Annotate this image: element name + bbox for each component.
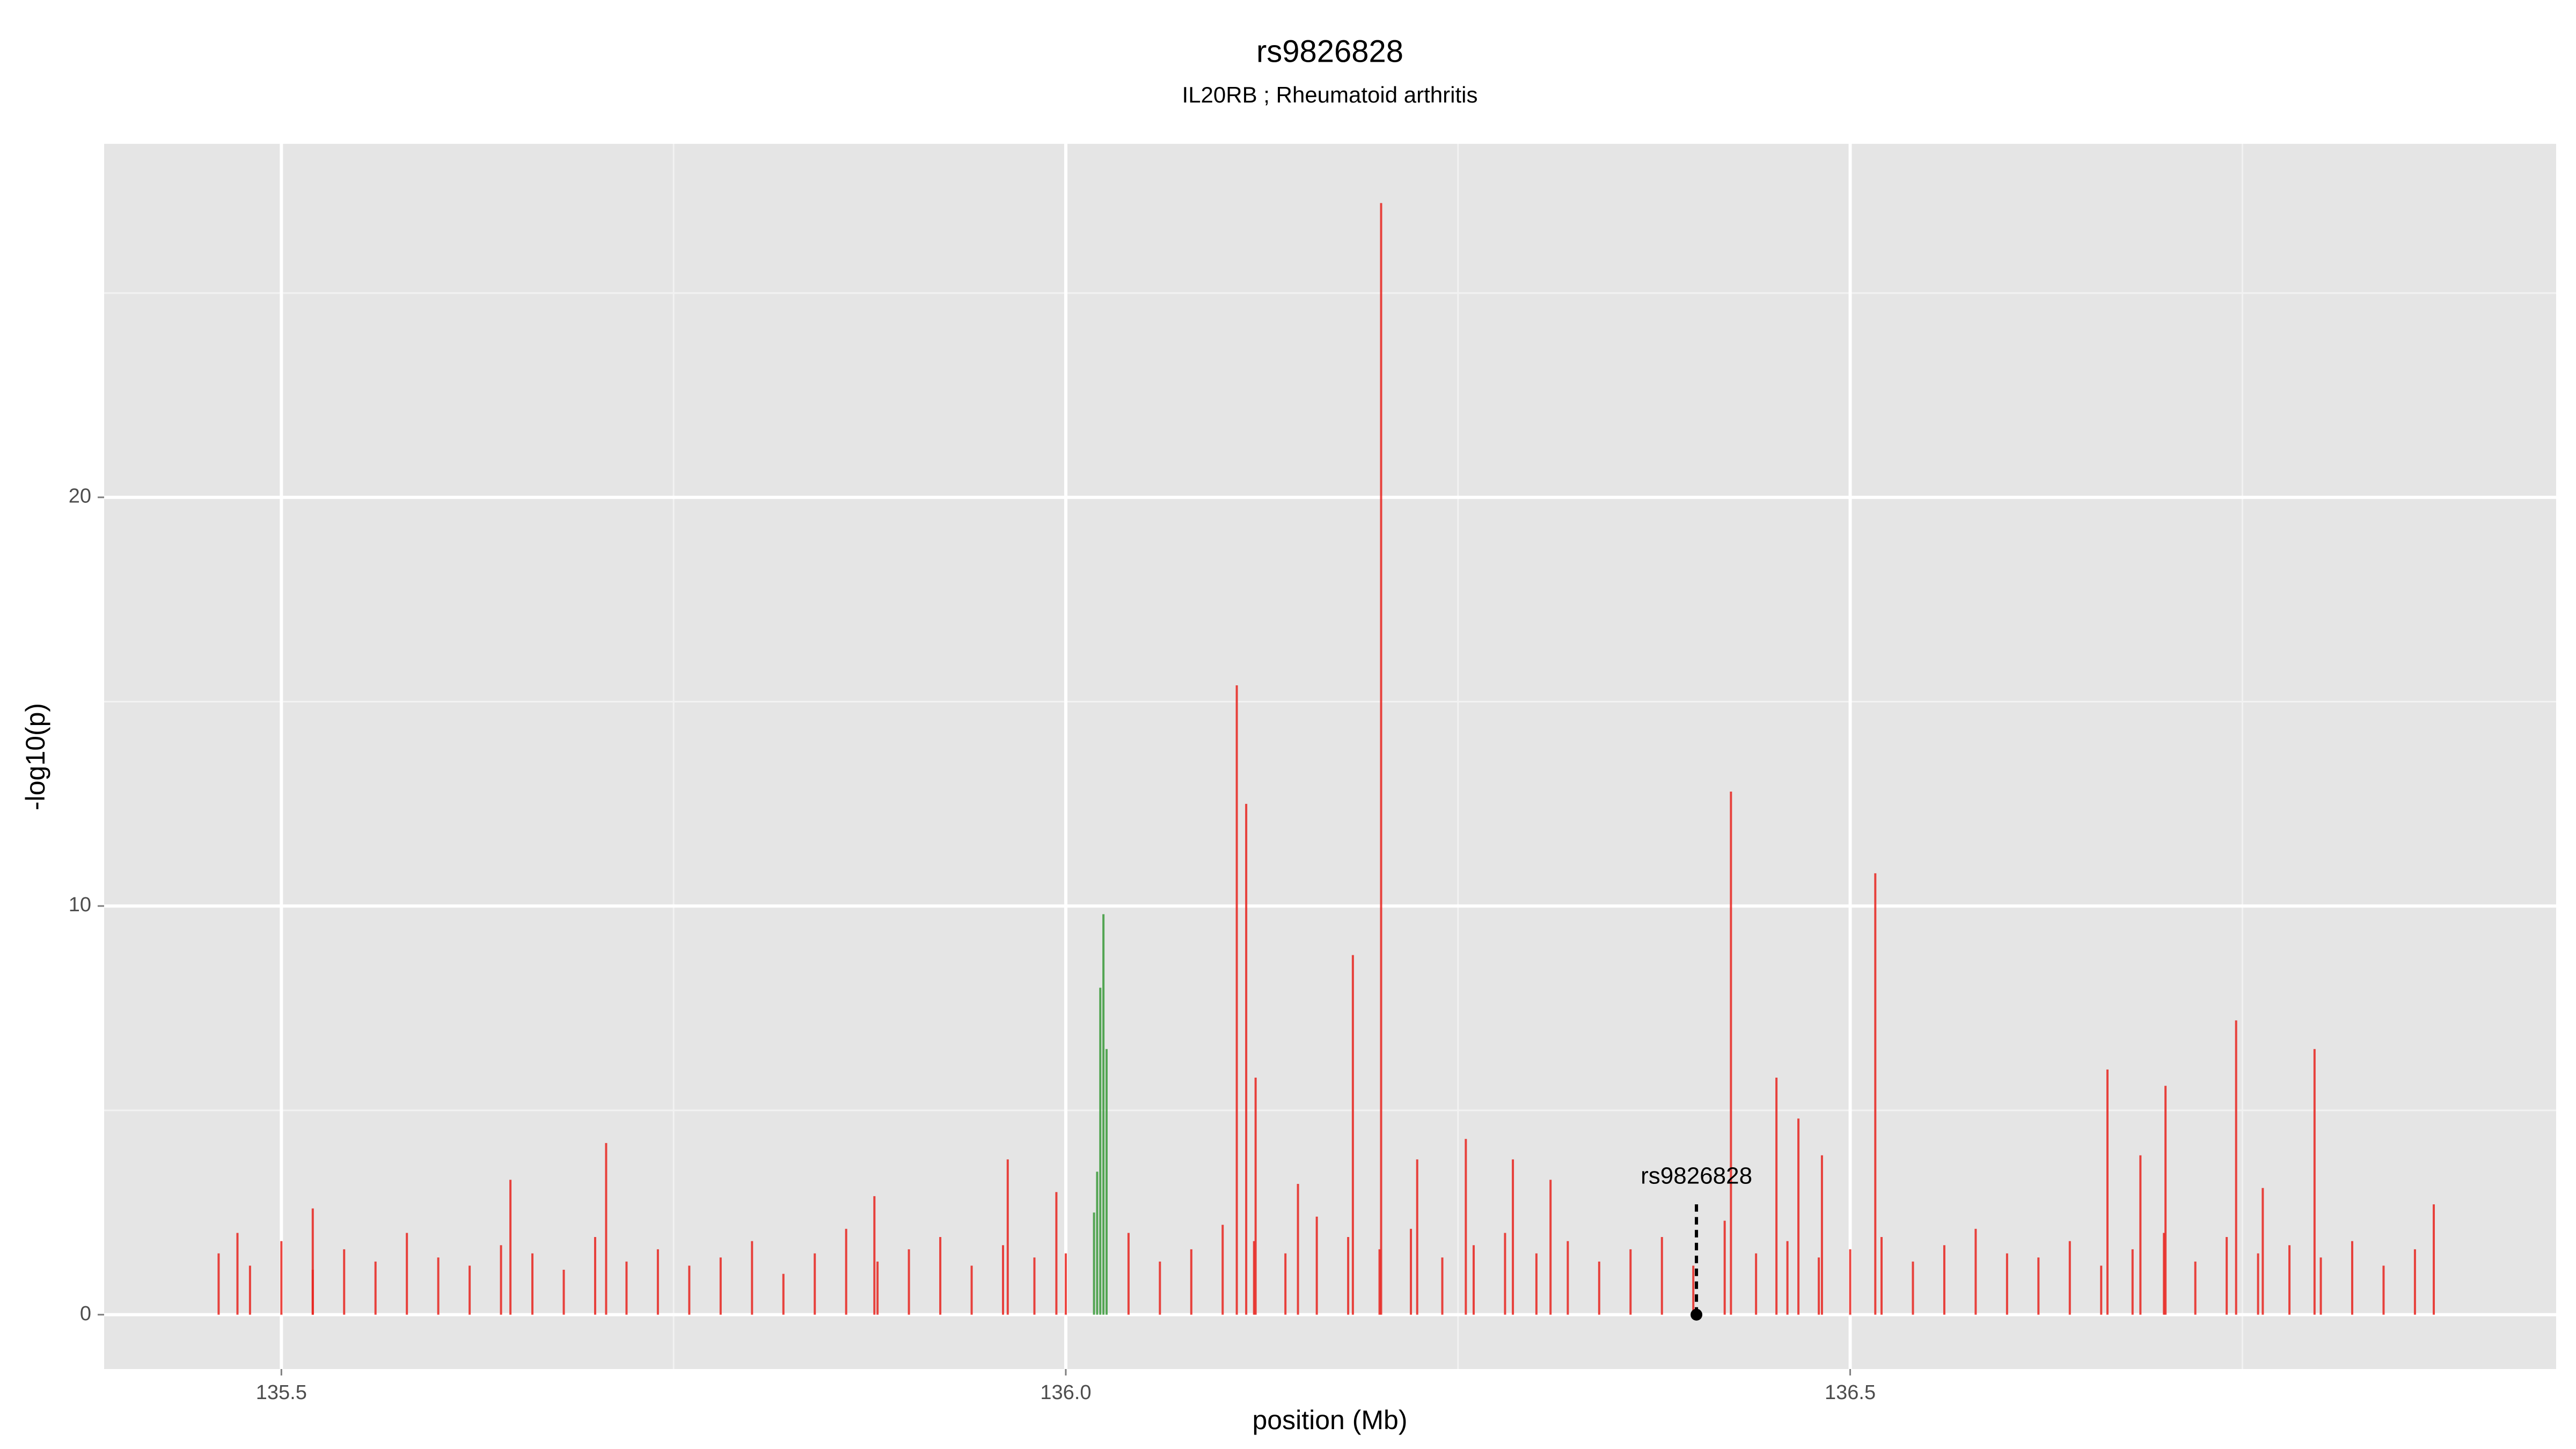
plot-panel [104,144,2556,1369]
x-tick-label: 135.5 [256,1381,307,1404]
y-tick-label: 10 [69,894,91,916]
annotation-label: rs9826828 [1641,1163,1752,1189]
annotation-point [1690,1308,1703,1321]
x-tick-label: 136.5 [1825,1381,1876,1404]
x-axis-title: position (Mb) [1253,1405,1408,1435]
y-tick-label: 0 [80,1302,91,1325]
chart-subtitle: IL20RB ; Rheumatoid arthritis [1182,82,1478,107]
x-tick-label: 136.0 [1040,1381,1091,1404]
chart-title: rs9826828 [1256,34,1403,69]
y-tick-label: 20 [69,485,91,508]
y-axis-title: -log10(p) [20,703,50,810]
